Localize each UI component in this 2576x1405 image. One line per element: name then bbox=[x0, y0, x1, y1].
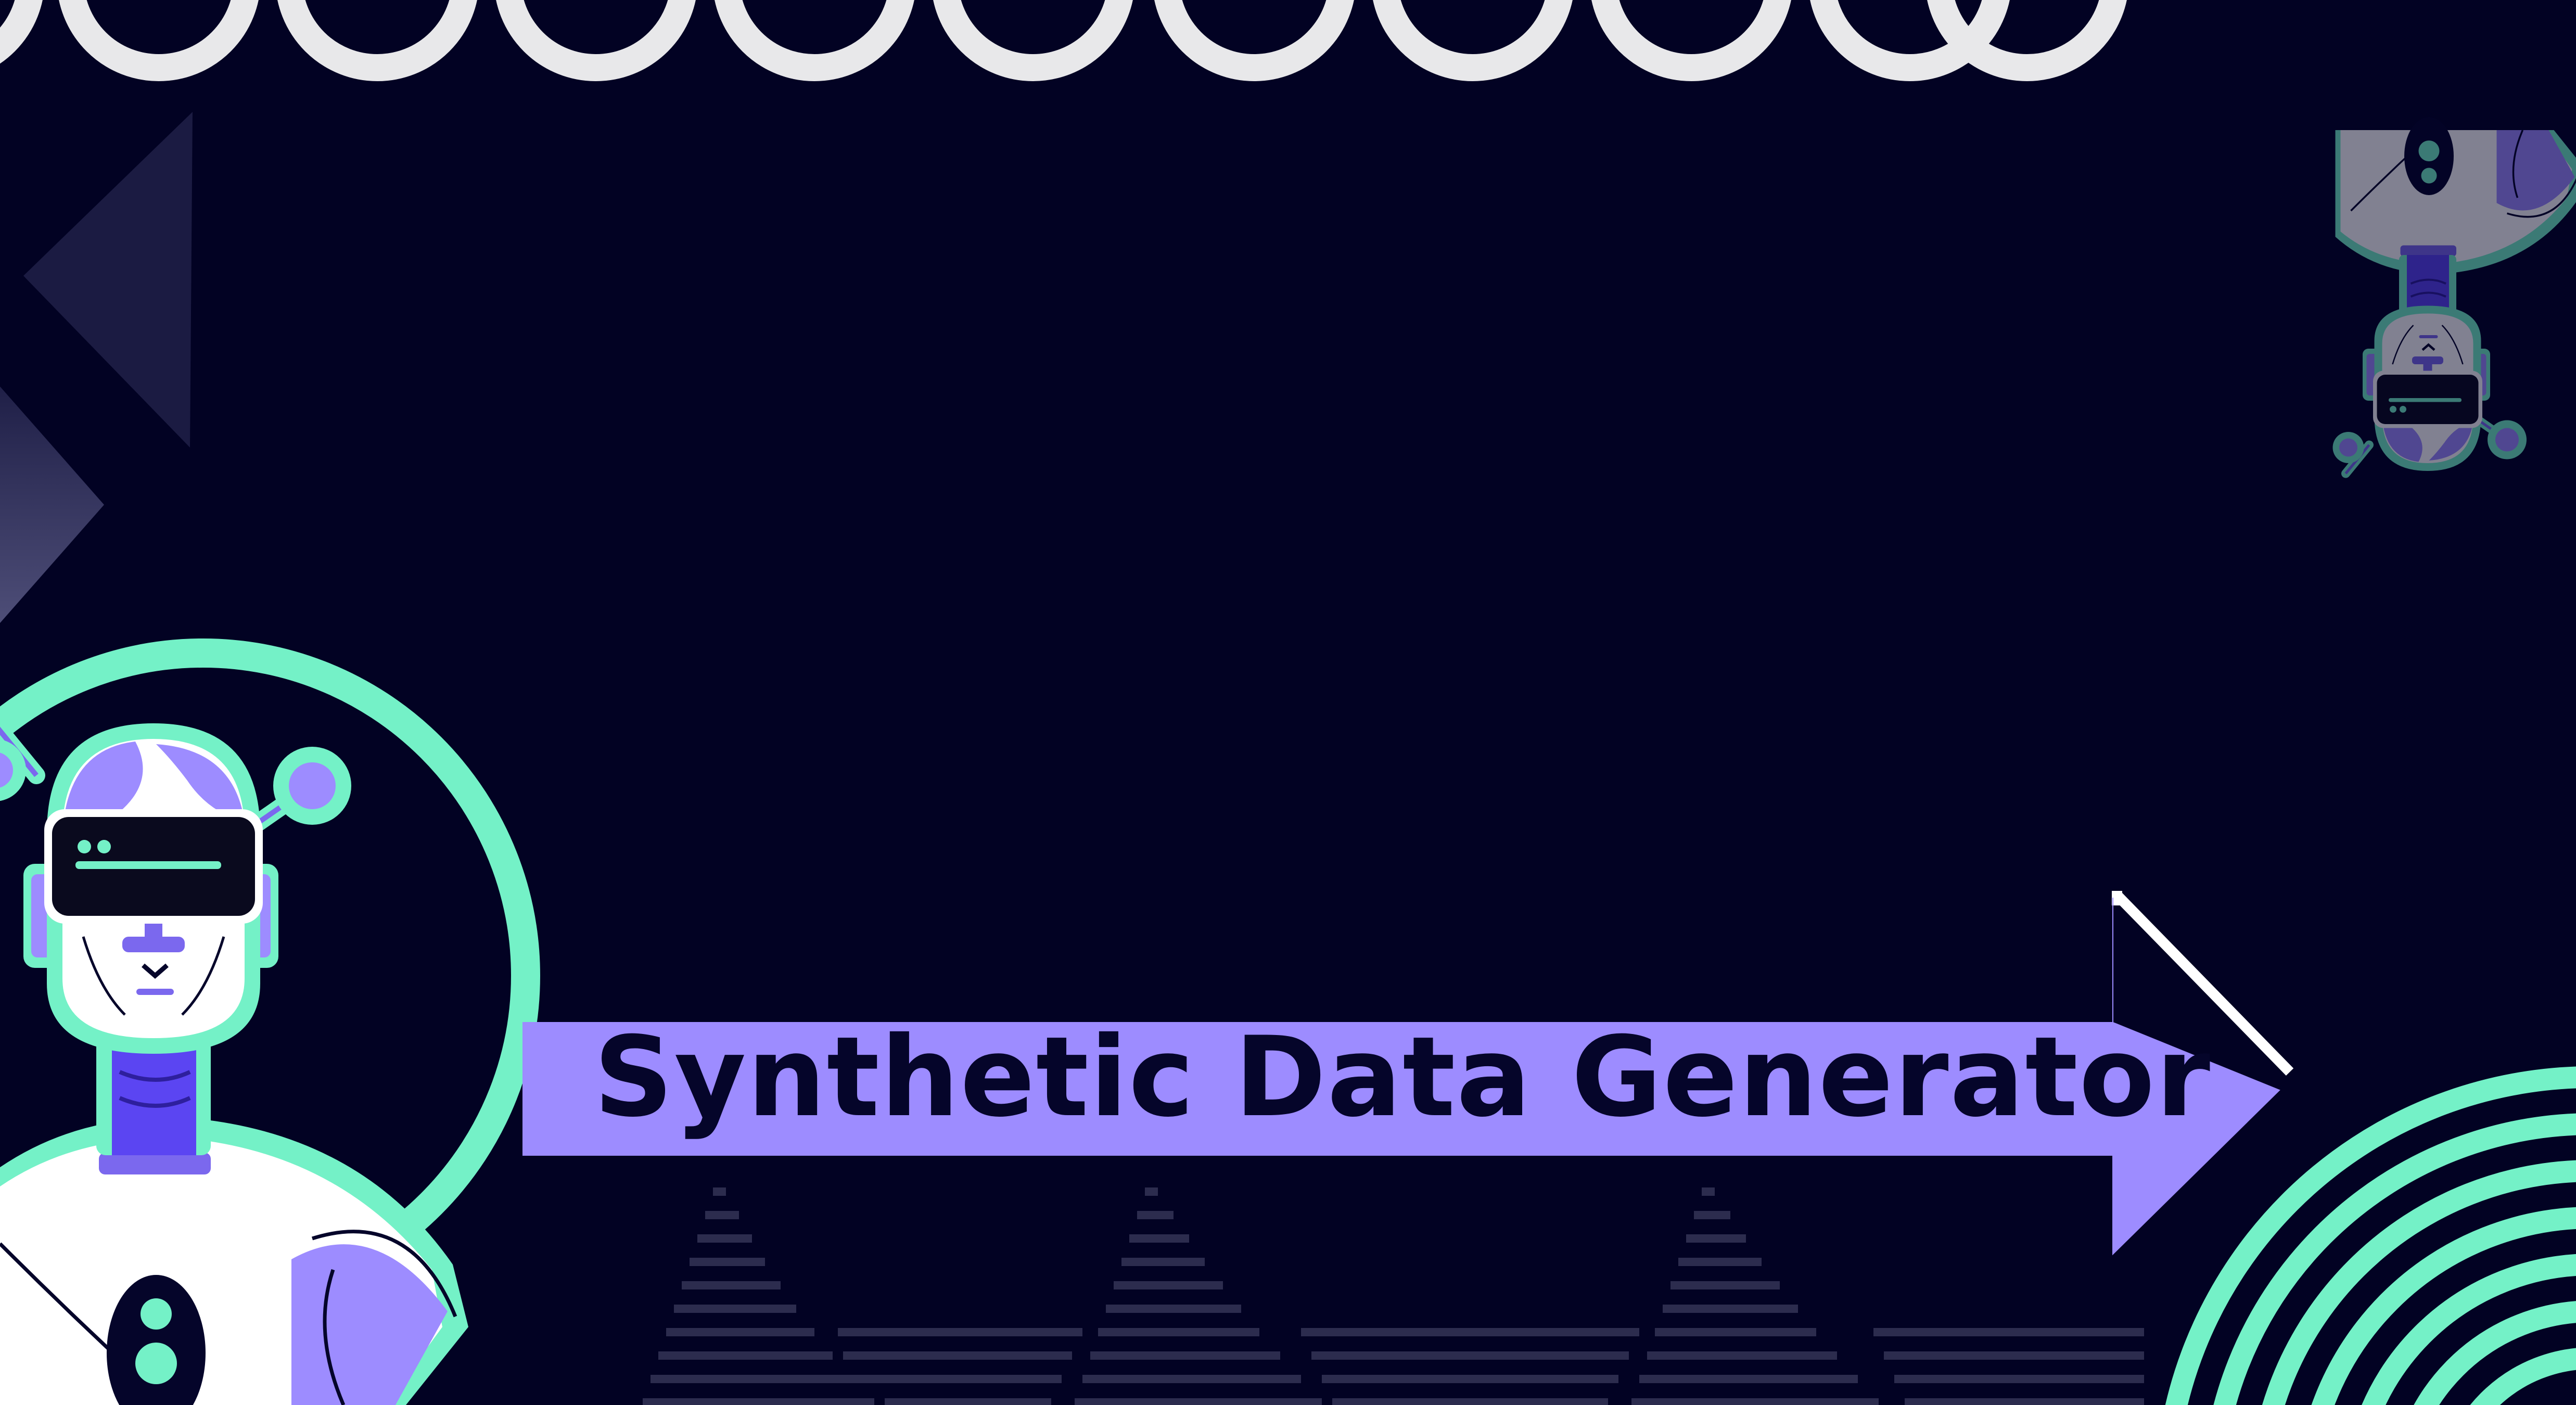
striped-triangles-decor bbox=[643, 1187, 2144, 1405]
robot-mascot-icon bbox=[0, 718, 468, 1405]
ring-chain-icon bbox=[0, 0, 2127, 81]
arrow-banner-icon bbox=[522, 891, 2294, 1256]
banner-title: Synthetic Data Generator bbox=[593, 1013, 2212, 1141]
triangle-shape-icon bbox=[0, 112, 193, 623]
robot-mascot-inverted-icon bbox=[2333, 117, 2576, 474]
